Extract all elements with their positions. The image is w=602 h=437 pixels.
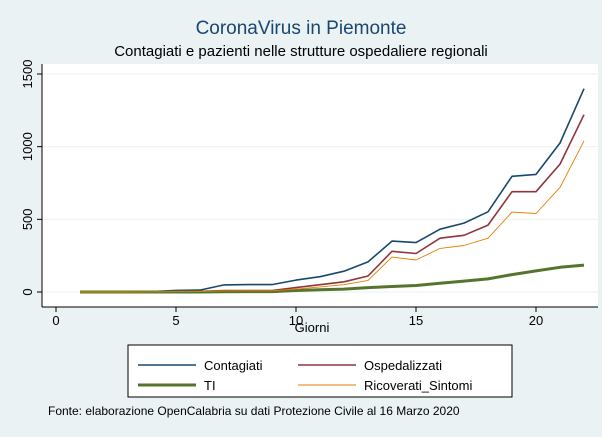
x-axis-label: Giorni: [295, 320, 330, 335]
y-tick-label: 1500: [20, 60, 35, 89]
series-lines: [80, 88, 585, 294]
legend-box: [127, 344, 513, 398]
plot-region: [42, 64, 598, 307]
chart-subtitle: Contagiati e pazienti nelle strutture os…: [114, 43, 488, 60]
x-tick-label: 0: [52, 313, 59, 328]
legend: Contagiati Ospedalizzati TI Ricoverati_Sint…: [138, 358, 472, 393]
source-note: Fonte: elaborazione OpenCalabria su dati…: [48, 404, 460, 418]
axis-ticks: 0 500 1000 1500 0 5 10 15 20: [20, 60, 543, 328]
y-tick-label: 500: [20, 208, 35, 230]
x-tick-label: 10: [289, 313, 303, 328]
series-line-ricoverati-sintomi: [80, 140, 585, 293]
x-tick-label: 20: [529, 313, 543, 328]
x-tick-label: 5: [172, 313, 179, 328]
legend-label: Ospedalizzati: [364, 358, 442, 373]
x-tick-label: 15: [409, 313, 423, 328]
legend-label: Ricoverati_Sintomi: [364, 378, 472, 393]
legend-label: Contagiati: [204, 358, 263, 373]
y-tick-label: 0: [20, 288, 35, 295]
chart-title: CoronaVirus in Piemonte: [196, 18, 407, 39]
legend-label: TI: [204, 378, 216, 393]
y-tick-label: 1000: [20, 132, 35, 161]
